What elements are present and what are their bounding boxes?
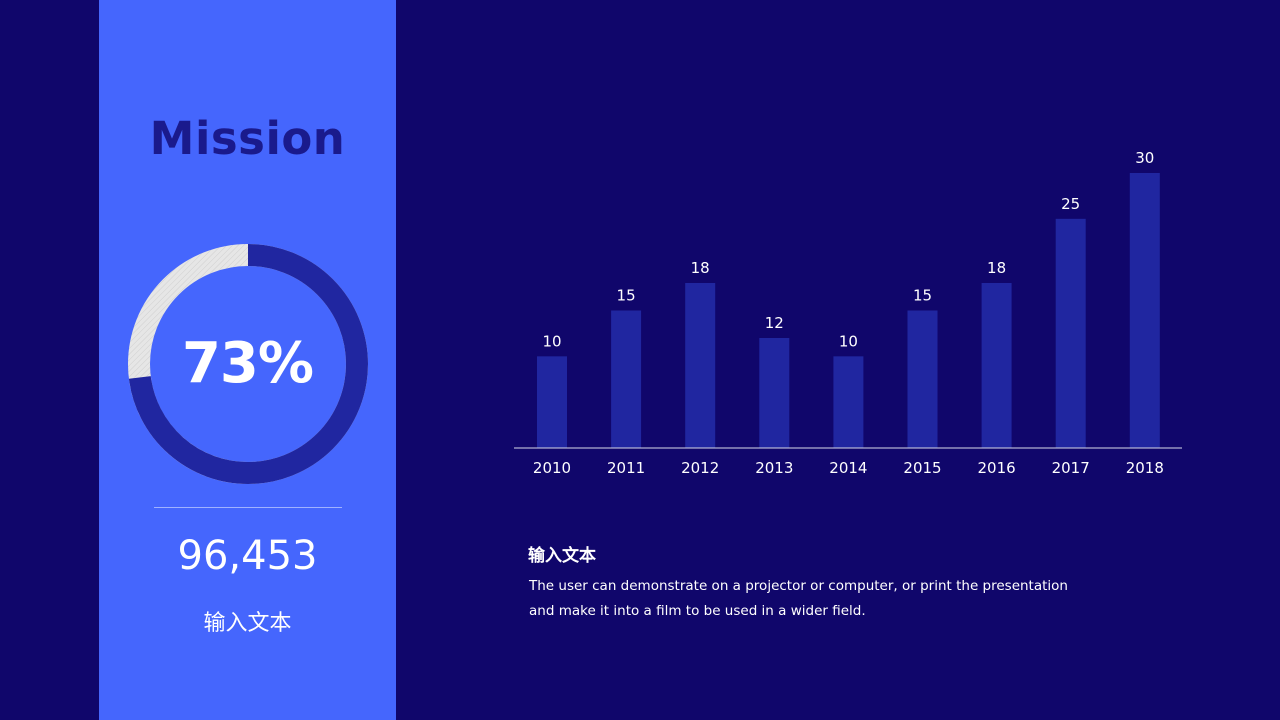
data-label-2014: 10 (839, 332, 858, 350)
progress-donut (128, 244, 368, 484)
donut-percent-label: 73% (181, 331, 314, 396)
x-tick-label-2015: 2015 (903, 459, 941, 477)
data-label-2017: 25 (1061, 195, 1080, 213)
data-label-2013: 12 (765, 314, 784, 332)
data-label-2010: 10 (542, 332, 561, 350)
bar-2018 (1129, 173, 1160, 448)
description-title: 输入文本 (528, 546, 596, 566)
bar-2017 (1055, 218, 1086, 448)
bar-2011 (611, 310, 642, 448)
x-tick-label-2012: 2012 (681, 459, 719, 477)
data-label-2011: 15 (617, 287, 636, 305)
big-number-caption: 输入文本 (203, 611, 292, 636)
x-tick-label-2013: 2013 (755, 459, 793, 477)
bar-2014 (833, 356, 864, 448)
x-tick-label-2016: 2016 (978, 459, 1016, 477)
bar-2016 (981, 283, 1012, 448)
bar-2012 (685, 283, 716, 448)
big-number: 96,453 (177, 533, 318, 579)
data-label-2012: 18 (691, 259, 710, 277)
x-tick-label-2011: 2011 (607, 459, 645, 477)
bar-2013 (759, 338, 790, 448)
x-tick-label-2014: 2014 (829, 459, 867, 477)
bar-2010 (537, 356, 567, 448)
data-label-2018: 30 (1135, 149, 1154, 167)
x-tick-label-2010: 2010 (533, 459, 571, 477)
panel-title: Mission (149, 112, 346, 165)
data-label-2015: 15 (913, 287, 932, 305)
donut-progress-arc (128, 244, 368, 484)
bar-chart: 10 2010 15 2011 18 2012 12 2013 10 2014 15 2015 18 20… (514, 149, 1182, 477)
side-panel: Mission 73% 96,453 输入文本 (99, 0, 396, 720)
divider (154, 507, 342, 508)
x-tick-label-2017: 2017 (1052, 459, 1090, 477)
x-tick-label-2018: 2018 (1126, 459, 1164, 477)
description-text: The user can demonstrate on a projector … (529, 578, 1068, 619)
data-label-2016: 18 (987, 259, 1006, 277)
bar-2015 (907, 310, 938, 448)
